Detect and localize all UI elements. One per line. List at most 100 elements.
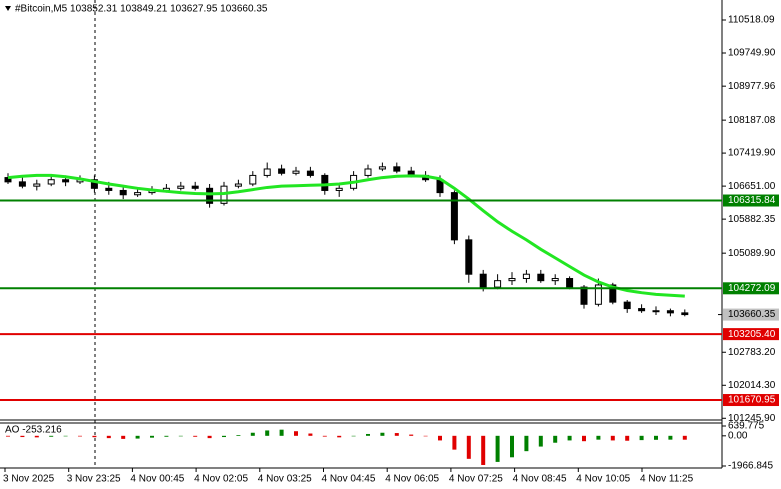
ao-bar [610, 435, 615, 441]
y-tick-label: 101245.90 [728, 413, 776, 424]
candle-body [666, 310, 674, 314]
y-tick-label: 108977.96 [728, 81, 776, 92]
ao-tick-label: 0.00 [728, 430, 748, 441]
y-tick-label: 102783.20 [728, 347, 776, 358]
ao-bar [164, 435, 169, 437]
candle-body [551, 278, 559, 282]
candle-body [335, 187, 343, 191]
ao-bar [582, 435, 586, 442]
ao-bar [207, 435, 212, 439]
ao-bar [553, 435, 558, 443]
ao-bar [78, 435, 82, 437]
ao-bar [452, 435, 457, 450]
ao-bar [366, 433, 370, 436]
ao-bar [92, 435, 97, 438]
candle-body [652, 310, 660, 313]
level-label-box [723, 394, 779, 407]
x-tick-label: 3 Nov 23:25 [67, 474, 121, 485]
ao-tick-label: 639.775 [728, 421, 765, 432]
y-tick-label: 105089.90 [728, 248, 776, 259]
candle-body [177, 185, 185, 189]
y-tick-label: 109749.90 [728, 48, 776, 59]
candle-body [364, 168, 372, 176]
candle-body [508, 278, 516, 282]
candle-body [90, 179, 98, 189]
candle-body [465, 239, 473, 275]
ao-bar [567, 435, 572, 441]
ao-bar [524, 435, 529, 452]
candle-body [623, 301, 631, 310]
candle-body [393, 166, 401, 172]
level-label-box [723, 282, 779, 295]
y-tick-label: 102014.30 [728, 380, 776, 391]
ao-bar [654, 435, 658, 440]
candle-body [494, 280, 502, 288]
ao-bar [625, 435, 630, 441]
candle-body [594, 284, 602, 305]
x-tick-label: 4 Nov 10:05 [576, 474, 630, 485]
candle-body [263, 168, 271, 176]
ao-bar [380, 432, 385, 436]
level-label-box [723, 194, 779, 207]
ao-bar [106, 435, 111, 439]
candle-body [249, 174, 257, 185]
ao-bar [20, 435, 25, 438]
level-label: 101670.95 [728, 395, 776, 406]
ao-bar [222, 435, 226, 438]
x-tick-label: 4 Nov 07:25 [449, 474, 503, 485]
candle-body [134, 192, 142, 196]
candle-body [119, 189, 127, 196]
level-label: 103205.40 [728, 329, 776, 340]
ao-bar [250, 432, 255, 436]
moving-average [7, 173, 685, 298]
candle-body [681, 312, 689, 316]
ao-bar [178, 435, 183, 437]
level-label: 106315.84 [728, 195, 776, 206]
candle-body [566, 278, 574, 288]
candle-body [191, 185, 199, 189]
ao-bar [150, 435, 154, 438]
y-tick-label: 110518.09 [728, 15, 775, 26]
x-tick-label: 4 Nov 08:45 [513, 474, 567, 485]
ao-bar [308, 433, 313, 436]
candle-body [479, 273, 487, 288]
ao-bar [34, 435, 39, 438]
candle-body [306, 170, 314, 176]
candle-body [33, 183, 41, 187]
ao-bar [351, 435, 356, 437]
candle-body [47, 179, 55, 185]
candle-body [278, 168, 286, 174]
ao-bar [466, 435, 471, 459]
candle-body [292, 170, 300, 174]
ao-bar [639, 435, 644, 441]
current-price-box [723, 308, 779, 321]
candle-body [105, 187, 113, 191]
candle-body [378, 166, 386, 170]
ao-bar [265, 430, 270, 436]
candle-body [609, 284, 617, 303]
ao-bar [49, 435, 54, 437]
x-tick-label: 4 Nov 00:45 [130, 474, 184, 485]
ao-bar [423, 435, 428, 437]
candle-body [537, 273, 545, 282]
ao-bar [596, 435, 601, 440]
candle-body [206, 187, 214, 204]
ao-bar [337, 435, 342, 438]
ao-bar [668, 435, 673, 440]
candle-body [580, 286, 588, 305]
candle-body [18, 181, 26, 187]
ao-bar [294, 431, 298, 436]
ao-bar [121, 435, 126, 439]
chart-title: #Bitcoin,M5 103852.31 103849.21 103627.9… [15, 4, 268, 15]
level-label: 104272.09 [728, 283, 776, 294]
level-label-box [723, 328, 779, 341]
y-tick-label: 108187.08 [728, 115, 776, 126]
y-tick-label: 107419.90 [728, 148, 776, 159]
ao-bar [322, 435, 327, 437]
candle-body [450, 192, 458, 241]
ao-bar [135, 435, 140, 439]
ao-bar [438, 435, 442, 441]
ao-bar [193, 435, 198, 437]
indicator-title: AO -253.216 [5, 425, 62, 436]
y-tick-label: 106651.00 [728, 181, 776, 192]
